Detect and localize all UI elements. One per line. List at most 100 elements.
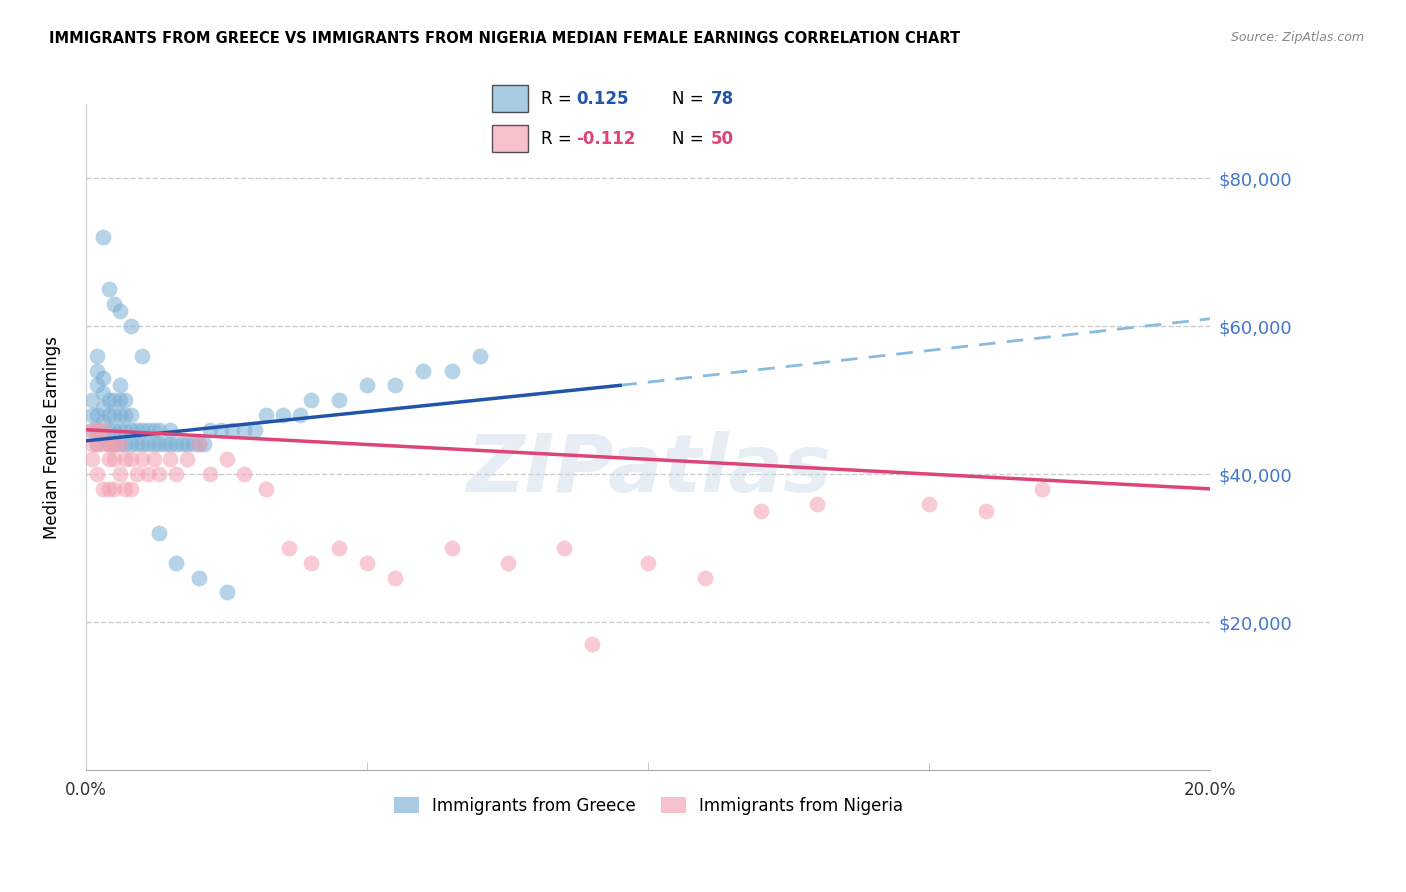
Point <box>125 467 148 481</box>
Point <box>91 482 114 496</box>
Point <box>142 452 165 467</box>
Point <box>181 437 204 451</box>
Point <box>142 423 165 437</box>
Point <box>97 408 120 422</box>
Point <box>176 452 198 467</box>
Point <box>918 497 941 511</box>
Point <box>103 452 125 467</box>
Point <box>86 467 108 481</box>
Point <box>209 423 232 437</box>
Point <box>153 437 176 451</box>
Point <box>114 408 136 422</box>
Point <box>254 482 277 496</box>
Point <box>108 393 131 408</box>
Point <box>254 408 277 422</box>
Point <box>103 482 125 496</box>
Point <box>159 423 181 437</box>
Point <box>496 556 519 570</box>
Point <box>187 437 209 451</box>
Point <box>91 385 114 400</box>
Point <box>108 378 131 392</box>
Point <box>97 437 120 451</box>
Point <box>80 408 103 422</box>
FancyBboxPatch shape <box>492 125 529 152</box>
Point <box>356 556 378 570</box>
Point <box>108 304 131 318</box>
Point <box>97 423 120 437</box>
Point <box>159 452 181 467</box>
Point <box>142 437 165 451</box>
Point <box>637 556 659 570</box>
Point <box>553 541 575 555</box>
Point <box>271 408 294 422</box>
Point <box>243 423 266 437</box>
Point <box>232 467 254 481</box>
Point <box>97 452 120 467</box>
Point <box>165 556 187 570</box>
Point <box>136 467 159 481</box>
Point <box>103 437 125 451</box>
Point <box>86 423 108 437</box>
Text: R =: R = <box>541 129 576 147</box>
Point <box>120 408 142 422</box>
Point <box>86 437 108 451</box>
Point <box>114 423 136 437</box>
Point <box>215 585 238 599</box>
Point <box>91 437 114 451</box>
Point <box>468 349 491 363</box>
Point <box>86 437 108 451</box>
Point <box>148 423 170 437</box>
Point <box>136 437 159 451</box>
Point <box>974 504 997 518</box>
Y-axis label: Median Female Earnings: Median Female Earnings <box>44 335 60 539</box>
Point <box>80 423 103 437</box>
Point <box>91 415 114 429</box>
Point <box>440 541 463 555</box>
Point <box>176 437 198 451</box>
Point <box>384 571 406 585</box>
Point <box>80 393 103 408</box>
Point <box>97 393 120 408</box>
Point <box>412 363 434 377</box>
Point <box>136 423 159 437</box>
Point <box>91 430 114 444</box>
Point <box>103 297 125 311</box>
Point <box>581 637 603 651</box>
Point <box>120 437 142 451</box>
Point <box>187 571 209 585</box>
Point <box>97 482 120 496</box>
FancyBboxPatch shape <box>492 85 529 112</box>
Point <box>80 437 103 451</box>
Point <box>187 437 209 451</box>
Point <box>806 497 828 511</box>
Point <box>131 437 153 451</box>
Point <box>120 482 142 496</box>
Point <box>170 437 193 451</box>
Point <box>80 452 103 467</box>
Point <box>108 408 131 422</box>
Point <box>91 371 114 385</box>
Point <box>125 437 148 451</box>
Point <box>328 393 350 408</box>
Point <box>108 437 131 451</box>
Point <box>131 452 153 467</box>
Point <box>103 393 125 408</box>
Point <box>114 437 136 451</box>
Point <box>91 401 114 415</box>
Point <box>91 423 114 437</box>
Point <box>97 437 120 451</box>
Point <box>80 423 103 437</box>
Point <box>148 437 170 451</box>
Point <box>120 452 142 467</box>
Point <box>108 467 131 481</box>
Text: R =: R = <box>541 90 576 108</box>
Text: Source: ZipAtlas.com: Source: ZipAtlas.com <box>1230 31 1364 45</box>
Point <box>193 437 215 451</box>
Point <box>165 437 187 451</box>
Point <box>114 393 136 408</box>
Text: N =: N = <box>672 129 709 147</box>
Point <box>86 423 108 437</box>
Point <box>299 393 322 408</box>
Point <box>114 482 136 496</box>
Point <box>108 437 131 451</box>
